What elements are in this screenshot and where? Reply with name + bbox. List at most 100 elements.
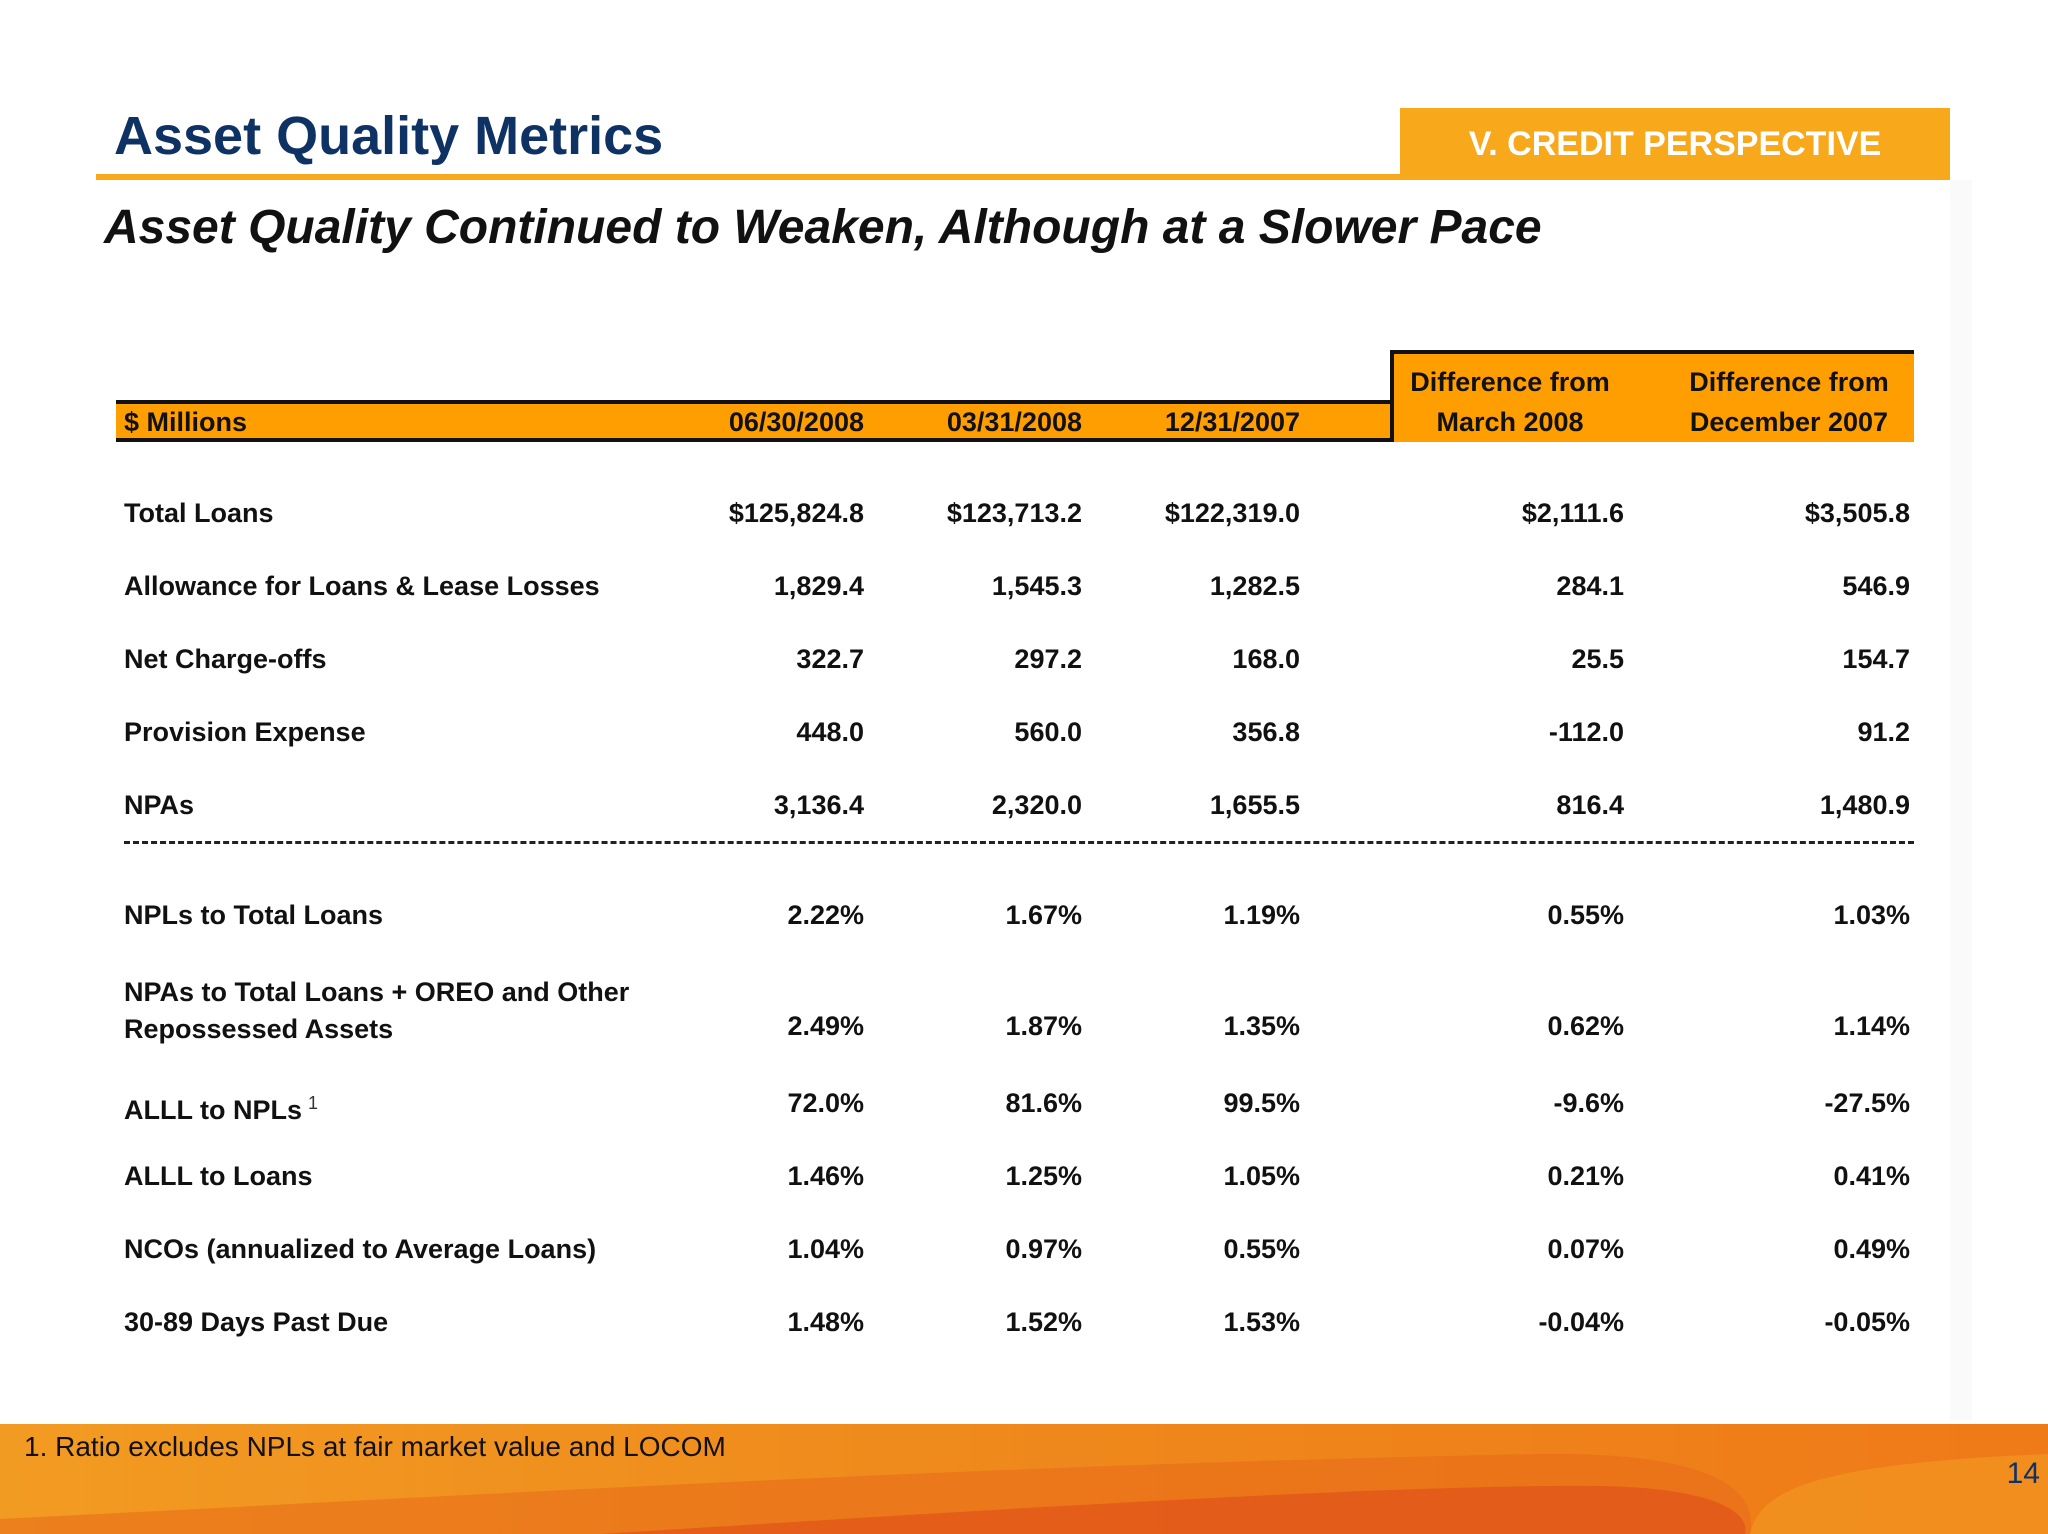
cell-c3: $122,319.0 bbox=[1164, 498, 1300, 528]
footer-swoosh bbox=[0, 1453, 2048, 1534]
cell-d2: 91.2 bbox=[1857, 717, 1910, 747]
title-underline bbox=[96, 174, 1400, 180]
right-margin-shade bbox=[1950, 180, 1972, 1420]
cell-c3: 99.5% bbox=[1223, 1088, 1300, 1118]
row-label-line-1: NPAs to Total Loans + OREO and Other bbox=[124, 977, 630, 1007]
row-label: NCOs (annualized to Average Loans) bbox=[124, 1233, 596, 1265]
cell-c3: 0.55% bbox=[1223, 1234, 1300, 1264]
cell-d2: 0.41% bbox=[1833, 1161, 1910, 1191]
cell-c2: 0.97% bbox=[1005, 1234, 1082, 1264]
cell-d2: 1.14% bbox=[1833, 1011, 1910, 1041]
cell-d1: 0.55% bbox=[1547, 900, 1624, 930]
row-label: Allowance for Loans & Lease Losses bbox=[124, 570, 600, 602]
row-label-line-2: Repossessed Assets bbox=[124, 1014, 394, 1044]
header-diff-2-line-1: Difference from bbox=[1689, 367, 1889, 397]
row-label-text: Net Charge-offs bbox=[124, 644, 327, 674]
row-label: Total Loans bbox=[124, 497, 274, 529]
header-label: $ Millions bbox=[124, 407, 248, 437]
row-label-text: Allowance for Loans & Lease Losses bbox=[124, 571, 600, 601]
section-tab-label: V. CREDIT PERSPECTIVE bbox=[1468, 124, 1882, 163]
cell-c3: 1.05% bbox=[1223, 1161, 1300, 1191]
cell-d1: 0.21% bbox=[1547, 1161, 1624, 1191]
row-label-text: Total Loans bbox=[124, 498, 274, 528]
cell-c1: $125,824.8 bbox=[728, 498, 864, 528]
cell-d2: 546.9 bbox=[1842, 571, 1910, 601]
cell-c3: 168.0 bbox=[1232, 644, 1300, 674]
cell-c1: 2.22% bbox=[787, 900, 864, 930]
cell-c2: 560.0 bbox=[1014, 717, 1082, 747]
cell-c2: $123,713.2 bbox=[946, 498, 1082, 528]
cell-c2: 297.2 bbox=[1014, 644, 1082, 674]
row-label: ALLL to NPLs 1 bbox=[124, 1087, 318, 1126]
cell-d2: 1.03% bbox=[1833, 900, 1910, 930]
cell-c1: 3,136.4 bbox=[773, 790, 864, 820]
cell-d1: -9.6% bbox=[1553, 1088, 1624, 1118]
page-number: 14 bbox=[2006, 1457, 2040, 1490]
difference-header-box bbox=[1390, 350, 1914, 442]
cell-c2: 1.87% bbox=[1005, 1011, 1082, 1041]
row-label: ALLL to Loans bbox=[124, 1160, 313, 1192]
cell-c2: 1.52% bbox=[1005, 1307, 1082, 1337]
cell-c3: 356.8 bbox=[1232, 717, 1300, 747]
cell-c2: 1.25% bbox=[1005, 1161, 1082, 1191]
row-label-text: NCOs (annualized to Average Loans) bbox=[124, 1234, 597, 1264]
header-col-2: 03/31/2008 bbox=[946, 407, 1082, 437]
row-label: NPLs to Total Loans bbox=[124, 899, 383, 931]
cell-d2: 154.7 bbox=[1842, 644, 1910, 674]
row-label-text: ALLL to Loans bbox=[124, 1161, 313, 1191]
cell-d1: -112.0 bbox=[1548, 717, 1624, 747]
row-label-text: NPAs bbox=[124, 790, 195, 820]
cell-c3: 1.53% bbox=[1223, 1307, 1300, 1337]
cell-c3: 1.35% bbox=[1223, 1011, 1300, 1041]
row-label: Net Charge-offs bbox=[124, 643, 327, 675]
row-label-text: ALLL to NPLs bbox=[124, 1095, 302, 1125]
header-diff-1-line-1: Difference from bbox=[1410, 367, 1610, 397]
cell-d2: -27.5% bbox=[1824, 1088, 1910, 1118]
cell-c1: 1,829.4 bbox=[773, 571, 864, 601]
cell-c1: 1.48% bbox=[787, 1307, 864, 1337]
section-tab: V. CREDIT PERSPECTIVE bbox=[1400, 108, 1950, 180]
section-separator bbox=[124, 841, 1914, 844]
cell-d1: 284.1 bbox=[1556, 571, 1624, 601]
header-diff-1-line-2: March 2008 bbox=[1436, 407, 1584, 437]
cell-c1: 72.0% bbox=[787, 1088, 864, 1118]
row-label-text: 30-89 Days Past Due bbox=[124, 1307, 389, 1337]
cell-d1: 0.07% bbox=[1547, 1234, 1624, 1264]
cell-d2: -0.05% bbox=[1824, 1307, 1910, 1337]
cell-c2: 2,320.0 bbox=[991, 790, 1082, 820]
header-diff-2-line-2: December 2007 bbox=[1689, 407, 1889, 437]
row-label-text: Provision Expense bbox=[124, 717, 366, 747]
slide-title: Asset Quality Metrics bbox=[114, 106, 664, 166]
header-col-1: 06/30/2008 bbox=[728, 407, 864, 437]
cell-c3: 1,655.5 bbox=[1209, 790, 1300, 820]
cell-c2: 1,545.3 bbox=[991, 571, 1082, 601]
cell-d2: 1,480.9 bbox=[1819, 790, 1910, 820]
cell-d2: $3,505.8 bbox=[1804, 498, 1910, 528]
row-label: 30-89 Days Past Due bbox=[124, 1306, 388, 1338]
header-col-3: 12/31/2007 bbox=[1164, 407, 1300, 437]
footer-band bbox=[0, 1424, 2048, 1534]
cell-c2: 1.67% bbox=[1005, 900, 1082, 930]
footnote-marker: 1 bbox=[308, 1093, 319, 1113]
metrics-table: $ Millions 06/30/2008 03/31/2008 12/31/2… bbox=[116, 350, 1914, 1338]
cell-c1: 1.04% bbox=[787, 1234, 864, 1264]
cell-c1: 1.46% bbox=[787, 1161, 864, 1191]
cell-d1: -0.04% bbox=[1538, 1307, 1624, 1337]
row-label: NPAs bbox=[124, 789, 194, 821]
cell-d1: $2,111.6 bbox=[1521, 498, 1624, 528]
row-label-text: NPLs to Total Loans bbox=[124, 900, 384, 930]
cell-c2: 81.6% bbox=[1005, 1088, 1082, 1118]
row-label: NPAs to Total Loans + OREO and Other Repo… bbox=[124, 974, 629, 1048]
cell-c1: 2.49% bbox=[787, 1011, 864, 1041]
footnote: 1. Ratio excludes NPLs at fair market va… bbox=[24, 1431, 726, 1462]
cell-d2: 0.49% bbox=[1833, 1234, 1910, 1264]
row-label: Provision Expense bbox=[124, 716, 366, 748]
slide-subtitle: Asset Quality Continued to Weaken, Altho… bbox=[104, 201, 1542, 254]
cell-c3: 1.19% bbox=[1223, 900, 1300, 930]
cell-c3: 1,282.5 bbox=[1209, 571, 1300, 601]
cell-c1: 448.0 bbox=[796, 717, 864, 747]
cell-d1: 0.62% bbox=[1547, 1011, 1624, 1041]
cell-d1: 25.5 bbox=[1571, 644, 1624, 674]
cell-c1: 322.7 bbox=[796, 644, 864, 674]
cell-d1: 816.4 bbox=[1556, 790, 1624, 820]
